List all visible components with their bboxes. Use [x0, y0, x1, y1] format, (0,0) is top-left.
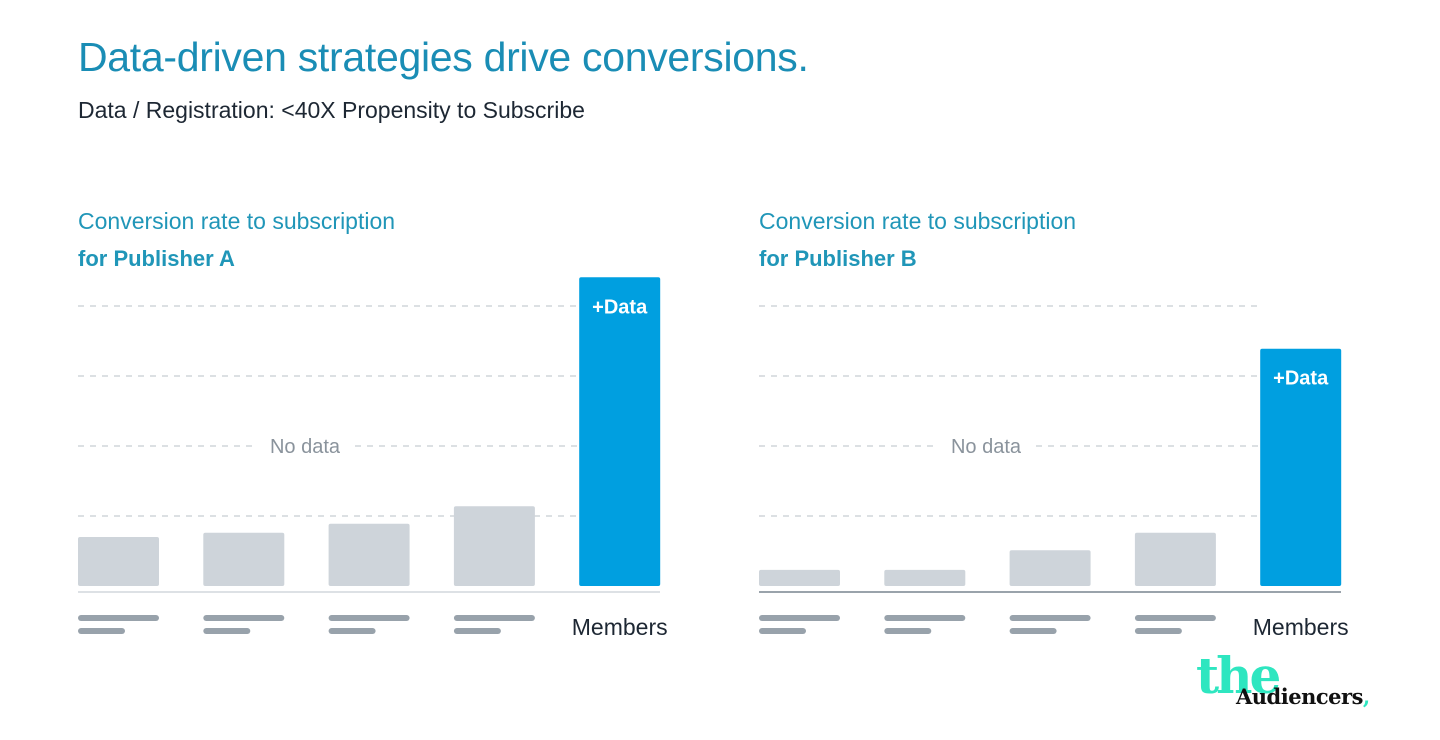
page-title: Data-driven strategies drive conversions… [78, 34, 809, 80]
logo-comma: , [1362, 684, 1370, 709]
placeholder-label-line [203, 615, 285, 621]
logo-the: the [1196, 646, 1281, 705]
chart-a-subtitle: for Publisher A [78, 246, 235, 271]
placeholder-label-line [328, 628, 376, 634]
bar-placeholder [328, 523, 410, 586]
chart-publisher-b: No data +Data Members [759, 305, 1349, 640]
placeholder-label-line [1134, 615, 1216, 621]
bar-members [1260, 348, 1342, 586]
chart-b-subtitle: for Publisher B [759, 246, 917, 271]
placeholder-label-line [453, 615, 535, 621]
logo-audiencers-text: Audiencers [1236, 684, 1363, 709]
placeholder-label-line [1009, 628, 1057, 634]
bar-placeholder [759, 569, 840, 586]
page-subtitle: Data / Registration: <40X Propensity to … [78, 97, 585, 123]
bar-label: +Data [592, 296, 648, 318]
audiencers-logo: the Audiencers, [1196, 646, 1396, 715]
bar-placeholder [884, 569, 966, 586]
placeholder-label-line [884, 615, 966, 621]
chart-a-title: Conversion rate to subscription [78, 208, 396, 234]
placeholder-label-line [203, 628, 251, 634]
chart-b-title: Conversion rate to subscription [759, 208, 1077, 234]
bar-placeholder [1134, 532, 1216, 586]
placeholder-label-line [78, 628, 125, 634]
bar-placeholder [203, 532, 285, 586]
category-label: Members [1253, 614, 1349, 640]
placeholder-label-line [78, 615, 159, 621]
bar-members [579, 277, 661, 586]
bar-label: +Data [1273, 368, 1329, 390]
no-data-annotation: No data [951, 436, 1022, 458]
category-label: Members [572, 614, 668, 640]
placeholder-label-line [759, 628, 806, 634]
placeholder-label-line [328, 615, 410, 621]
bar-placeholder [1009, 550, 1091, 586]
placeholder-label-line [759, 615, 840, 621]
placeholder-label-line [1009, 615, 1091, 621]
chart-publisher-a: No data +Data Members [78, 277, 668, 640]
placeholder-label-line [453, 628, 501, 634]
bar-placeholder [78, 537, 159, 586]
logo-audiencers: Audiencers, [1236, 684, 1370, 709]
placeholder-label-line [884, 628, 932, 634]
bar-placeholder [453, 506, 535, 586]
no-data-annotation: No data [270, 436, 341, 458]
placeholder-label-line [1134, 628, 1182, 634]
